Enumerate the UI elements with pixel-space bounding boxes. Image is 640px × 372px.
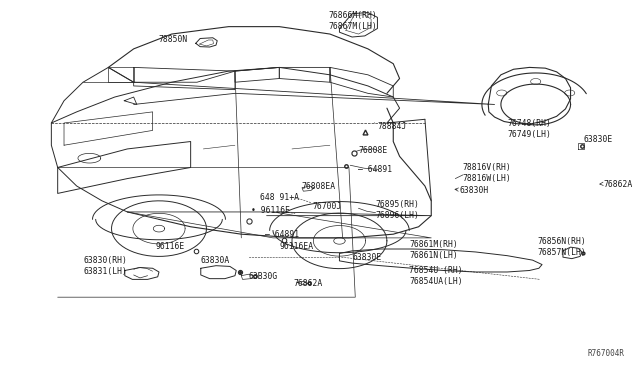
Text: 76854U (RH)
76854UA(LH): 76854U (RH) 76854UA(LH) (409, 266, 463, 286)
Text: 76700J: 76700J (312, 202, 342, 211)
Text: 76808EA: 76808EA (301, 182, 335, 190)
Text: 63B30G: 63B30G (249, 272, 278, 281)
Text: 96116EA: 96116EA (279, 241, 314, 250)
Text: 76808E: 76808E (358, 146, 388, 155)
Text: R767004R: R767004R (588, 349, 625, 358)
Text: 76862A: 76862A (293, 279, 323, 288)
Text: 78850N: 78850N (158, 35, 188, 44)
Text: 63830(RH)
63831(LH): 63830(RH) 63831(LH) (83, 256, 127, 276)
Text: 63830H: 63830H (460, 186, 489, 195)
Text: 76856N(RH)
76857N(LH): 76856N(RH) 76857N(LH) (538, 237, 586, 257)
Text: ‒ 64891: ‒ 64891 (266, 230, 300, 240)
Text: 78816V(RH)
78816W(LH): 78816V(RH) 78816W(LH) (463, 163, 511, 183)
Text: 76748(RH)
76749(LH): 76748(RH) 76749(LH) (508, 119, 551, 139)
Text: 96116E: 96116E (156, 241, 185, 250)
Text: 78884J: 78884J (378, 122, 406, 131)
Text: 76861M(RH)
76861N(LH): 76861M(RH) 76861N(LH) (409, 240, 458, 260)
Text: ‒ 64891: ‒ 64891 (358, 165, 392, 174)
Text: 63830E: 63830E (583, 135, 612, 144)
Text: 76866M(RH)
76867M(LH): 76866M(RH) 76867M(LH) (329, 11, 378, 31)
Text: 63830E: 63830E (352, 253, 381, 262)
Text: 63830A: 63830A (200, 256, 229, 265)
Text: • 96116E: • 96116E (251, 206, 290, 215)
Text: 76862A: 76862A (604, 180, 633, 189)
Text: 648 91+A: 648 91+A (260, 193, 300, 202)
Text: 76895(RH)
76896(LH): 76895(RH) 76896(LH) (376, 200, 419, 220)
